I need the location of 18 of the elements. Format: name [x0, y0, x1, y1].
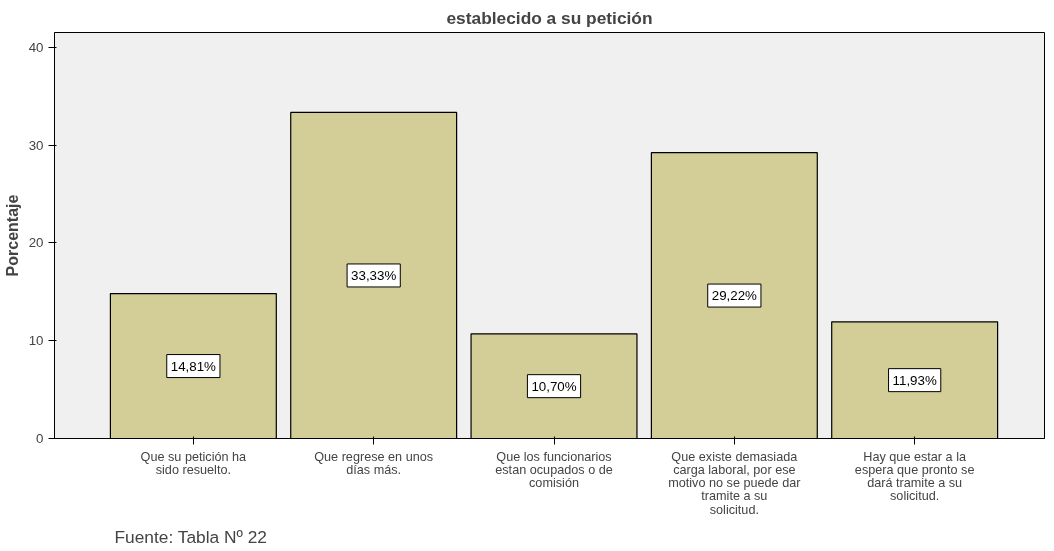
y-tick-label: 30: [28, 137, 44, 153]
y-tick-label: 40: [28, 39, 44, 55]
y-tick-label: 0: [36, 431, 44, 446]
data-label: 29,22%: [711, 288, 758, 304]
source-note: Fuente: Tabla Nº 22: [114, 526, 267, 547]
x-tick-label: Que su petición ha sido resuelto.: [140, 449, 248, 477]
x-tick-label: Que regrese en unos días más.: [314, 449, 434, 477]
data-label: 10,70%: [531, 378, 577, 394]
x-tick-label: Que los funcionarios estan ocupados o de comisión: [495, 449, 613, 491]
x-tick-label: Que existe demasiada carga laboral, por ese motivo no se puede dar tramite a su solicitud.: [668, 449, 801, 517]
x-tick-label: Hay que estar a la espera que pronto se dará tramite a su solicitud.: [854, 449, 975, 504]
y-tick-label: 20: [28, 235, 44, 251]
y-tick-label: 10: [28, 333, 44, 349]
y-axis-title: Porcentaje: [3, 194, 21, 277]
data-label: 14,81%: [170, 358, 217, 374]
chart-title: establecido a su petición: [446, 7, 653, 28]
data-label: 11,93%: [892, 372, 937, 388]
data-label: 33,33%: [351, 267, 397, 283]
